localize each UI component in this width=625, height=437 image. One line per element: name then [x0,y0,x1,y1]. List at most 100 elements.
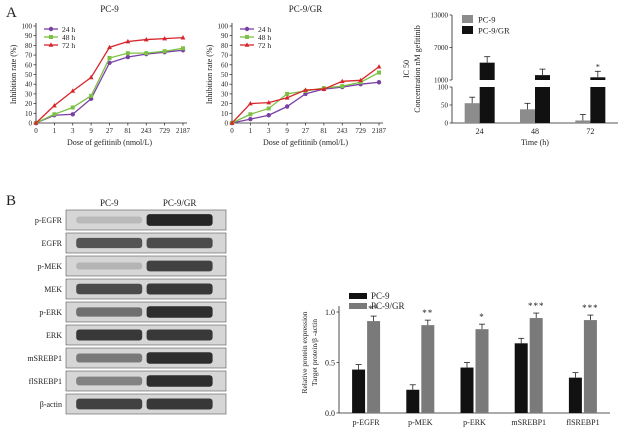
bar [367,321,381,413]
legend-marker [48,42,54,47]
x-tick-label: 72 [586,127,594,136]
y-tick-label: 80 [221,42,229,50]
legend-label: 48 h [62,33,75,42]
panel-label-b: B [6,193,16,209]
blot-column-label: PC-9 [100,198,119,208]
blot-band [76,329,143,341]
legend-label: 48 h [258,33,271,42]
x-tick-label: 1 [53,127,57,135]
data-point [248,116,253,122]
blot-band [146,283,213,295]
chart-title: PC-9 [100,4,119,14]
y-tick-label: 1000 [434,77,449,85]
legend-label: 72 h [258,41,271,50]
x-tick-label: 9 [89,127,93,135]
data-point [181,46,185,51]
data-point [340,84,345,89]
y-tick-label: 50 [441,102,449,110]
x-tick-label: 81 [320,127,328,135]
data-point [107,44,112,50]
y-tick-label: 13000 [431,12,449,20]
y-axis-label-line2: IC 50 [402,60,411,78]
legend-swatch [349,303,367,309]
y-tick-label: 100 [218,23,229,31]
western-blot: PC-9 PC-9/GR p-EGFR EGFR p-MEK MEK p-ERK ERK mSR… [27,198,227,415]
y-tick-label: 100 [22,23,33,31]
data-point [248,112,253,117]
y-tick-label: 50 [221,71,229,79]
series-line [35,36,184,124]
legend-marker [49,35,53,39]
significance-mark: *** [582,303,599,313]
x-tick-label: p-EGFR [353,418,381,427]
y-tick-label: 10 [221,110,229,118]
series-48h [34,46,185,125]
x-tick-label: 48 [531,127,539,136]
y-tick-label: 0.5 [325,359,335,368]
x-tick-label: 24 [476,127,484,136]
data-point [339,78,345,84]
legend-label: 72 h [62,41,75,50]
legend-marker [48,26,54,32]
data-point [70,105,75,110]
y-tick-label: 0 [225,120,229,128]
blot-band [146,306,213,318]
x-tick-label: 729 [355,127,366,135]
data-point [88,74,94,80]
data-point [284,104,290,109]
y-tick-label: 0.0 [325,409,335,418]
series-24h [229,80,382,126]
significance-mark: * [596,62,600,71]
panel-label-a: A [6,5,17,21]
y-tick-label: 60 [221,61,229,69]
legend-marker [244,26,250,32]
y-tick-label: 40 [221,81,229,89]
series-72h [33,35,186,125]
significance-mark: * [479,312,485,322]
blot-column-label: PC-9/GR [163,198,197,208]
bar [479,87,495,123]
legend-swatch [462,26,473,34]
blot-row-label: p-EGFR [35,216,63,225]
x-tick-label: mSREBP1 [511,418,546,427]
blot-band [146,260,213,272]
y-axis-label-line1: Relative protein expression [300,311,309,393]
y-axis-label: Inhibition rate (%) [9,44,18,104]
blot-band [146,214,213,226]
series-48h [230,70,381,125]
blot-band [146,352,213,364]
bar [529,318,543,413]
data-point [358,77,364,83]
data-point [52,112,57,117]
x-tick-label: 27 [302,127,310,135]
x-axis-label: Dose of gefitinib (nmol/L) [67,138,152,147]
data-point [266,106,271,111]
y-tick-label: 60 [25,61,33,69]
legend-marker [245,35,249,39]
legend-swatch [462,15,473,23]
bar [464,103,480,123]
y-tick-label: 70 [221,52,229,60]
legend-label: 24 h [258,25,271,34]
y-tick-label: 40 [25,81,33,89]
blot-band [146,375,213,387]
bar [514,343,528,413]
data-point [143,36,149,42]
significance-mark: *** [528,301,545,311]
data-point [303,87,308,92]
data-point [377,70,381,75]
y-tick-label: 0 [29,120,33,128]
data-point [51,102,57,108]
data-point [321,86,327,91]
chart-title: PC-9/GR [289,4,323,14]
data-point [70,88,76,93]
blot-band [76,353,143,363]
x-tick-label: 3 [267,127,271,135]
x-tick-label: 9 [285,127,289,135]
bar [568,377,582,413]
y-tick-label: 0 [445,120,449,128]
x-tick-label: 2187 [372,127,387,135]
x-tick-label: 2187 [176,127,191,135]
bar [590,87,606,123]
